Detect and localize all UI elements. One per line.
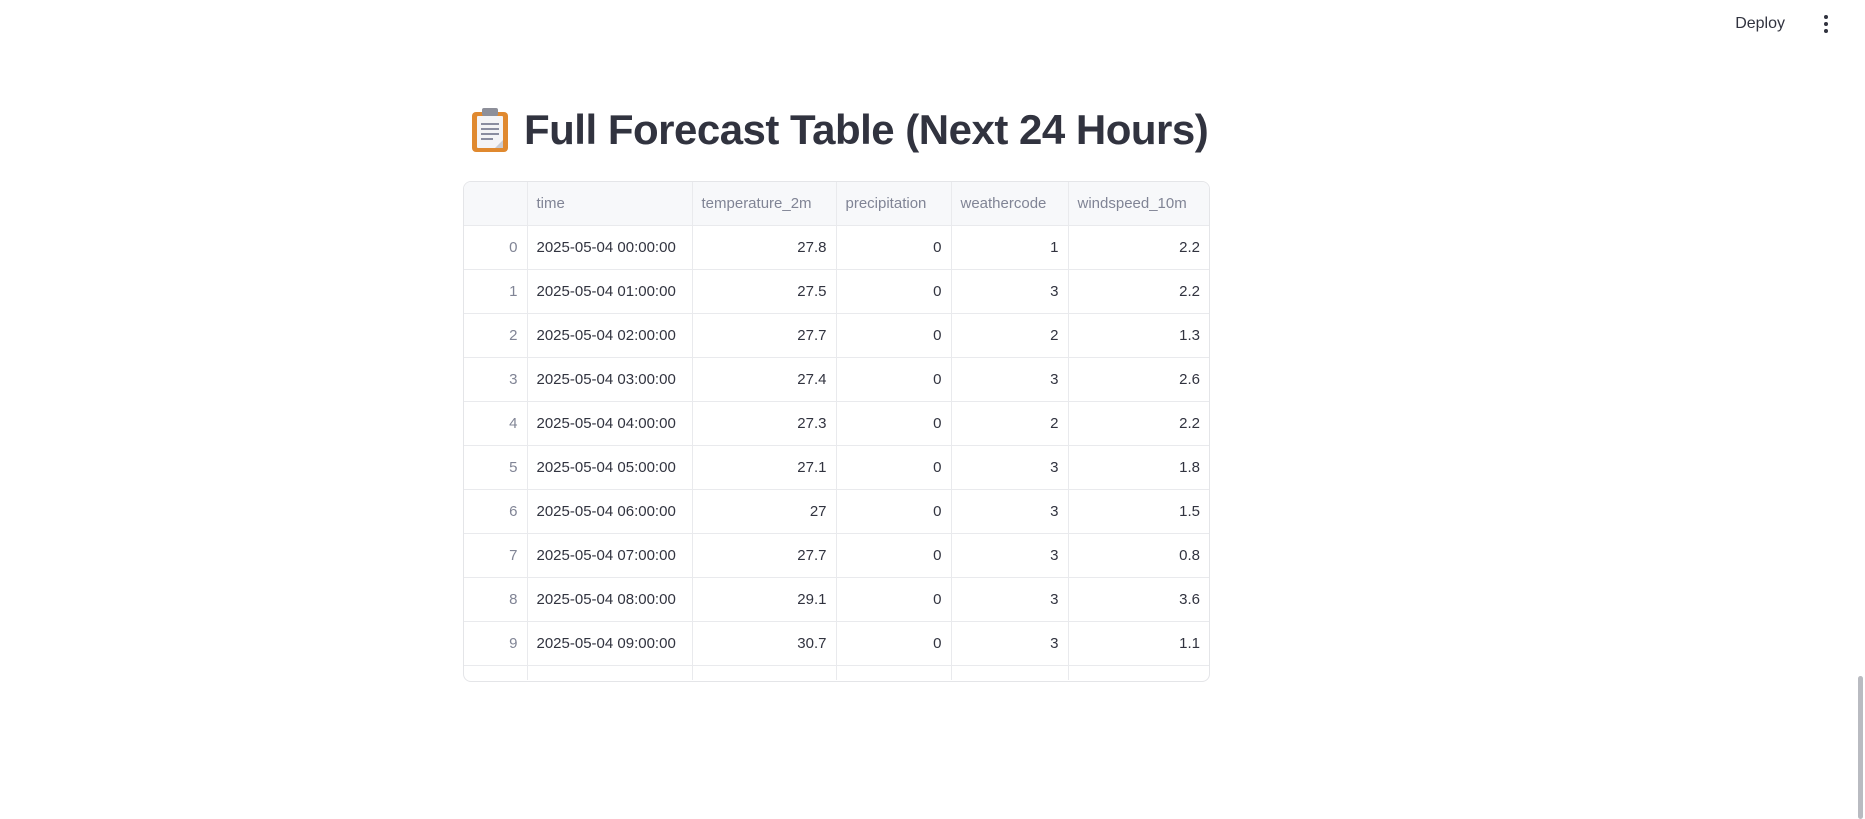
- row-index: 6: [464, 489, 528, 534]
- row-index: 2: [464, 313, 528, 358]
- weathercode-cell[interactable]: 3: [951, 489, 1069, 534]
- weathercode-cell[interactable]: 3: [951, 357, 1069, 402]
- table-row: 1 2025-05-04 01:00:00 27.5 0 3 2.2: [464, 269, 1209, 314]
- table-row: 5 2025-05-04 05:00:00 27.1 0 3 1.8: [464, 445, 1209, 490]
- time-cell[interactable]: 2025-05-04 09:00:00: [527, 621, 693, 666]
- row-index: 1: [464, 269, 528, 314]
- page-title: Full Forecast Table (Next 24 Hours): [470, 106, 1209, 154]
- table-row-partial: [464, 665, 1209, 680]
- temperature-cell[interactable]: 30.7: [692, 621, 837, 666]
- table-row: 0 2025-05-04 00:00:00 27.8 0 1 2.2: [464, 225, 1209, 270]
- page-title-text: Full Forecast Table (Next 24 Hours): [524, 106, 1209, 153]
- windspeed-cell[interactable]: 1.1: [1068, 621, 1209, 666]
- windspeed-cell[interactable]: 1.3: [1068, 313, 1209, 358]
- weathercode-cell[interactable]: 3: [951, 577, 1069, 622]
- weathercode-cell[interactable]: 2: [951, 401, 1069, 446]
- temperature-cell[interactable]: 27.3: [692, 401, 837, 446]
- precipitation-cell[interactable]: 0: [836, 577, 952, 622]
- time-cell[interactable]: 2025-05-04 03:00:00: [527, 357, 693, 402]
- column-header-index[interactable]: [464, 182, 528, 226]
- weathercode-cell[interactable]: 3: [951, 533, 1069, 578]
- row-index: 9: [464, 621, 528, 666]
- time-cell[interactable]: 2025-05-04 02:00:00: [527, 313, 693, 358]
- temperature-cell[interactable]: 27.4: [692, 357, 837, 402]
- temperature-cell[interactable]: 27: [692, 489, 837, 534]
- table-row: 7 2025-05-04 07:00:00 27.7 0 3 0.8: [464, 533, 1209, 578]
- windspeed-cell[interactable]: 2.2: [1068, 401, 1209, 446]
- row-index: 0: [464, 225, 528, 270]
- precipitation-cell[interactable]: 0: [836, 357, 952, 402]
- windspeed-cell[interactable]: 3.6: [1068, 577, 1209, 622]
- temperature-cell[interactable]: 27.8: [692, 225, 837, 270]
- weathercode-cell[interactable]: 3: [951, 445, 1069, 490]
- column-header-weathercode[interactable]: weathercode: [951, 182, 1069, 226]
- time-cell[interactable]: 2025-05-04 05:00:00: [527, 445, 693, 490]
- column-header-time[interactable]: time: [527, 182, 693, 226]
- time-cell[interactable]: 2025-05-04 01:00:00: [527, 269, 693, 314]
- table-row: 4 2025-05-04 04:00:00 27.3 0 2 2.2: [464, 401, 1209, 446]
- column-header-precipitation[interactable]: precipitation: [836, 182, 952, 226]
- precipitation-cell[interactable]: 0: [836, 489, 952, 534]
- temperature-cell[interactable]: 27.5: [692, 269, 837, 314]
- table-row: 9 2025-05-04 09:00:00 30.7 0 3 1.1: [464, 621, 1209, 666]
- windspeed-cell[interactable]: 2.2: [1068, 269, 1209, 314]
- table-row: 3 2025-05-04 03:00:00 27.4 0 3 2.6: [464, 357, 1209, 402]
- weathercode-cell[interactable]: 1: [951, 225, 1069, 270]
- time-cell[interactable]: 2025-05-04 06:00:00: [527, 489, 693, 534]
- time-cell[interactable]: 2025-05-04 00:00:00: [527, 225, 693, 270]
- time-cell[interactable]: 2025-05-04 07:00:00: [527, 533, 693, 578]
- temperature-cell[interactable]: 27.7: [692, 313, 837, 358]
- weathercode-cell[interactable]: 3: [951, 269, 1069, 314]
- time-cell[interactable]: 2025-05-04 08:00:00: [527, 577, 693, 622]
- app-toolbar: Deploy: [0, 0, 1865, 48]
- table-row: 6 2025-05-04 06:00:00 27 0 3 1.5: [464, 489, 1209, 534]
- table-header-row: time temperature_2m precipitation weathe…: [464, 182, 1209, 226]
- precipitation-cell[interactable]: 0: [836, 445, 952, 490]
- weathercode-cell[interactable]: 2: [951, 313, 1069, 358]
- row-index: 3: [464, 357, 528, 402]
- precipitation-cell[interactable]: 0: [836, 401, 952, 446]
- column-header-temperature[interactable]: temperature_2m: [692, 182, 837, 226]
- row-index: 4: [464, 401, 528, 446]
- row-index: 5: [464, 445, 528, 490]
- windspeed-cell[interactable]: 0.8: [1068, 533, 1209, 578]
- column-header-windspeed[interactable]: windspeed_10m: [1068, 182, 1209, 226]
- temperature-cell[interactable]: 29.1: [692, 577, 837, 622]
- forecast-table[interactable]: time temperature_2m precipitation weathe…: [463, 181, 1210, 682]
- windspeed-cell[interactable]: 2.6: [1068, 357, 1209, 402]
- windspeed-cell[interactable]: 1.8: [1068, 445, 1209, 490]
- table-row: 8 2025-05-04 08:00:00 29.1 0 3 3.6: [464, 577, 1209, 622]
- precipitation-cell[interactable]: 0: [836, 313, 952, 358]
- page-scrollbar[interactable]: [1858, 676, 1863, 819]
- precipitation-cell[interactable]: 0: [836, 621, 952, 666]
- windspeed-cell[interactable]: 1.5: [1068, 489, 1209, 534]
- time-cell[interactable]: 2025-05-04 04:00:00: [527, 401, 693, 446]
- temperature-cell[interactable]: 27.7: [692, 533, 837, 578]
- temperature-cell[interactable]: 27.1: [692, 445, 837, 490]
- precipitation-cell[interactable]: 0: [836, 533, 952, 578]
- kebab-menu-icon[interactable]: [1815, 10, 1837, 38]
- clipboard-icon: [472, 108, 508, 152]
- precipitation-cell[interactable]: 0: [836, 269, 952, 314]
- deploy-button[interactable]: Deploy: [1723, 10, 1797, 38]
- table-row: 2 2025-05-04 02:00:00 27.7 0 2 1.3: [464, 313, 1209, 358]
- weathercode-cell[interactable]: 3: [951, 621, 1069, 666]
- row-index: 8: [464, 577, 528, 622]
- row-index: 7: [464, 533, 528, 578]
- precipitation-cell[interactable]: 0: [836, 225, 952, 270]
- windspeed-cell[interactable]: 2.2: [1068, 225, 1209, 270]
